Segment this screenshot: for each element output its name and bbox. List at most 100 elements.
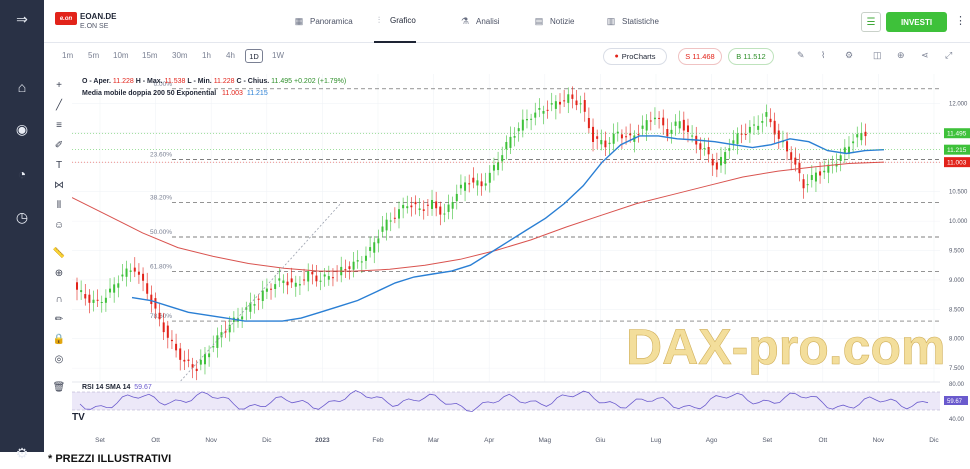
candle-body bbox=[253, 304, 256, 306]
time-tick-label: Nov bbox=[205, 437, 217, 444]
procharts-button[interactable]: ● ProCharts bbox=[603, 48, 667, 65]
candle-body bbox=[707, 147, 710, 155]
expand-menu-icon[interactable]: ⇒ bbox=[16, 10, 28, 27]
timeframe-4h[interactable]: 4h bbox=[226, 51, 235, 60]
crosshair-icon[interactable]: + bbox=[56, 79, 62, 91]
pattern-icon[interactable]: ⋈ bbox=[54, 179, 64, 191]
candle-body bbox=[592, 126, 595, 142]
candle-body bbox=[175, 343, 178, 351]
history-clock-icon[interactable]: ◷ bbox=[15, 208, 29, 225]
timeframe-10m[interactable]: 10m bbox=[113, 51, 129, 60]
price-tick-label: 9.500 bbox=[949, 249, 965, 255]
emoji-icon[interactable]: ☺ bbox=[53, 219, 65, 231]
timeframe-1h[interactable]: 1h bbox=[202, 51, 211, 60]
camera-icon[interactable]: ◫ bbox=[873, 50, 882, 60]
price-chart[interactable]: 0.00% 23.60% 38.20% 50.00% 61.80% 78.60% 12.0… bbox=[72, 74, 970, 446]
visibility-icon[interactable]: ◎ bbox=[54, 353, 64, 365]
candle-body bbox=[864, 131, 867, 137]
watchlist-eye-icon[interactable]: ◉ bbox=[15, 120, 29, 137]
price-tick-label: 7.500 bbox=[949, 366, 965, 372]
candle-body bbox=[641, 125, 644, 129]
candle-body bbox=[369, 247, 372, 251]
flask-icon: ⚗ bbox=[460, 16, 470, 26]
buy-button[interactable]: B 11.512 bbox=[728, 48, 774, 65]
timeframe-30m[interactable]: 30m bbox=[172, 51, 188, 60]
candle-body bbox=[109, 288, 112, 293]
candle-body bbox=[158, 312, 161, 320]
timeframe-15m[interactable]: 15m bbox=[142, 51, 158, 60]
candle-body bbox=[183, 359, 186, 362]
home-icon[interactable]: ⌂ bbox=[17, 79, 27, 95]
candle-body bbox=[629, 133, 632, 136]
time-tick-label: Mar bbox=[428, 437, 440, 444]
candle-body bbox=[179, 348, 182, 360]
candle-body bbox=[521, 119, 524, 131]
tab-grafico[interactable]: ⫶ Grafico bbox=[374, 0, 416, 43]
candle-body bbox=[843, 147, 846, 154]
candle-body bbox=[133, 267, 136, 272]
zoom-plus-icon[interactable]: ⊕ bbox=[897, 50, 905, 60]
candle-body bbox=[484, 183, 487, 186]
candle-body bbox=[649, 120, 652, 122]
lock-icon[interactable]: 🔒 bbox=[52, 333, 66, 345]
company-name: E.ON SE bbox=[80, 23, 109, 30]
timeframe-1w[interactable]: 1W bbox=[272, 51, 284, 60]
candle-body bbox=[554, 101, 557, 109]
trash-icon[interactable]: 🗑 bbox=[52, 381, 66, 393]
more-vertical-icon[interactable]: ⋮ bbox=[955, 15, 966, 27]
candle-body bbox=[616, 131, 619, 134]
trendline-icon[interactable]: ╱ bbox=[55, 99, 63, 111]
candle-body bbox=[402, 204, 405, 209]
price-tick-label: 10.500 bbox=[949, 190, 968, 196]
candle-body bbox=[476, 180, 479, 186]
tab-analisi[interactable]: ⚗ Analisi bbox=[460, 16, 500, 26]
watchlist-add-button[interactable]: ☰ bbox=[861, 12, 881, 32]
timeframe-1m[interactable]: 1m bbox=[62, 51, 74, 60]
candle-body bbox=[100, 301, 103, 303]
candle-body bbox=[121, 274, 124, 277]
candle-body bbox=[377, 238, 380, 244]
fullscreen-icon[interactable]: ⤢ bbox=[945, 50, 953, 60]
horizontal-lines-icon[interactable]: ≡ bbox=[56, 119, 62, 131]
candle-body bbox=[699, 143, 702, 150]
candle-body bbox=[612, 133, 615, 144]
text-tool-icon[interactable]: T bbox=[55, 159, 63, 171]
zoom-icon[interactable]: ⊕ bbox=[54, 267, 64, 279]
candle-body bbox=[360, 261, 363, 263]
draw-pencil-icon[interactable]: ✎ bbox=[797, 50, 805, 60]
chart-grid bbox=[72, 74, 940, 424]
time-tick-label: Set bbox=[762, 437, 772, 444]
candle-body bbox=[686, 125, 689, 132]
tab-panoramica[interactable]: ▦ Panoramica bbox=[294, 16, 353, 26]
brush-icon[interactable]: ✐ bbox=[54, 139, 64, 151]
symbol-title: EOAN.DE bbox=[80, 12, 117, 21]
candle-body bbox=[472, 177, 475, 183]
candle-body bbox=[137, 271, 140, 275]
fib-tool-icon[interactable]: ⫴ bbox=[56, 199, 62, 211]
time-tick-label: Dic bbox=[929, 437, 939, 444]
left-rail: ⇒ ⌂ ◉ ◔ ◷ ⚙ bbox=[0, 0, 44, 461]
candle-body bbox=[748, 126, 751, 133]
invest-button[interactable]: INVESTI bbox=[886, 12, 947, 32]
price-tag-label: 11.215 bbox=[947, 147, 967, 154]
settings-gear-icon[interactable]: ⚙ bbox=[15, 444, 29, 461]
indicator-icon[interactable]: ⌇ bbox=[821, 50, 826, 60]
sell-button[interactable]: S 11.468 bbox=[678, 48, 722, 65]
pen-lock-icon[interactable]: ✏ bbox=[54, 313, 64, 325]
magnet-icon[interactable]: ∩ bbox=[55, 293, 63, 305]
candle-body bbox=[274, 284, 277, 289]
watermark: DAX-pro.com bbox=[626, 319, 945, 375]
candle-body bbox=[744, 134, 747, 136]
tab-statistiche[interactable]: ▥ Statistiche bbox=[606, 16, 659, 26]
timeframe-1d[interactable]: 1D bbox=[245, 49, 263, 63]
candle-body bbox=[257, 298, 260, 300]
tab-notizie[interactable]: ▤ Notizie bbox=[534, 16, 575, 26]
price-tick-label: 8.000 bbox=[949, 337, 965, 343]
portfolio-pie-icon[interactable]: ◔ bbox=[17, 166, 27, 182]
ruler-icon[interactable]: 📏 bbox=[52, 247, 66, 259]
share-icon[interactable]: ⋖ bbox=[921, 50, 929, 60]
chart-settings-icon[interactable]: ⚙ bbox=[845, 50, 854, 60]
candle-body bbox=[852, 141, 855, 144]
ohlc-close: 11.495 bbox=[271, 78, 293, 85]
timeframe-5m[interactable]: 5m bbox=[88, 51, 100, 60]
